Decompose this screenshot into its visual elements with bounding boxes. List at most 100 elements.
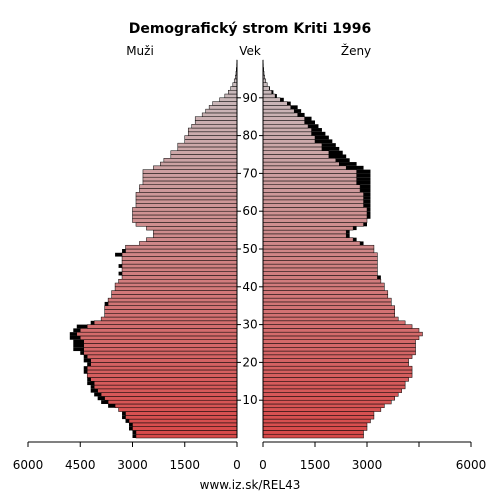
female-bar <box>262 411 375 416</box>
female-surplus-bar <box>269 86 270 91</box>
male-bar <box>142 173 238 178</box>
female-bar <box>262 116 305 121</box>
female-bar <box>262 354 413 359</box>
female-bar <box>262 388 402 393</box>
female-bar <box>262 229 347 235</box>
male-bar <box>146 237 238 242</box>
female-surplus-bar <box>287 101 291 106</box>
male-bar <box>104 313 238 318</box>
male-bar <box>86 365 238 371</box>
female-bar <box>262 275 378 280</box>
male-bar <box>170 150 238 155</box>
male-bar <box>100 392 238 397</box>
female-bar <box>262 328 420 333</box>
male-bar <box>86 324 238 329</box>
female-bar <box>262 154 330 159</box>
female-bar <box>262 267 378 272</box>
female-surplus-bar <box>363 203 371 208</box>
female-bar <box>262 396 395 401</box>
female-bar <box>262 430 364 435</box>
male-surplus-bar <box>108 403 116 408</box>
female-bar <box>262 244 375 250</box>
male-surplus-bar <box>122 415 126 420</box>
male-bar <box>114 286 238 291</box>
male-bar <box>212 101 238 106</box>
male-bar <box>142 176 238 182</box>
female-bar <box>262 226 354 231</box>
female-bar <box>262 218 368 223</box>
female-surplus-bar <box>290 105 298 110</box>
female-bar <box>262 422 368 427</box>
male-bar <box>153 233 238 238</box>
male-surplus-bar <box>90 385 95 389</box>
age-tick-label: 60 <box>242 204 257 218</box>
male-bar <box>232 82 238 87</box>
male-bar <box>83 347 238 352</box>
axes-layer: 10 20 30 40 50 60 70 80 90 6000 4500 3000 1500 0 0 1500… <box>13 60 486 472</box>
male-bar <box>170 154 238 159</box>
female-bar <box>262 320 406 325</box>
male-bar <box>208 105 238 110</box>
male-surplus-bar <box>83 366 88 370</box>
male-bar <box>163 158 238 163</box>
x-tick-label: 3000 <box>352 458 383 472</box>
female-bar <box>262 139 316 144</box>
female-bar <box>262 297 392 303</box>
female-bar <box>262 120 305 125</box>
age-tick-label: 90 <box>242 91 257 105</box>
male-surplus-bar <box>97 396 105 401</box>
female-surplus-bar <box>367 207 371 212</box>
male-bar <box>132 214 238 220</box>
male-bar <box>194 120 238 125</box>
male-bar <box>86 373 238 378</box>
male-bar <box>83 350 238 356</box>
female-surplus-bar <box>360 241 364 246</box>
female-surplus-bar <box>356 180 371 185</box>
male-bar <box>83 343 238 348</box>
female-bar <box>262 316 399 322</box>
female-surplus-bar <box>315 135 329 140</box>
male-bar <box>128 418 238 424</box>
age-tick-label: 20 <box>242 355 257 369</box>
male-bar <box>135 195 238 201</box>
female-bar <box>262 86 270 91</box>
female-bar <box>262 135 316 140</box>
female-bar <box>262 263 378 269</box>
male-bar <box>111 290 238 295</box>
female-surplus-bar <box>321 143 336 147</box>
male-bar <box>135 222 238 227</box>
male-bar <box>125 411 238 416</box>
male-bar <box>135 433 238 439</box>
male-bar <box>121 260 238 265</box>
female-bar <box>262 161 340 167</box>
male-bar <box>139 241 238 246</box>
female-bar <box>262 82 268 87</box>
female-surplus-bar <box>356 177 371 181</box>
female-bar <box>262 260 378 265</box>
male-surplus-bar <box>80 351 84 355</box>
chart-title: Demografický strom Kriti 1996 <box>129 21 372 37</box>
male-bar <box>83 339 238 344</box>
female-surplus-bar <box>328 154 347 159</box>
age-tick-label: 70 <box>242 166 257 180</box>
male-surplus-bar <box>73 343 84 348</box>
female-bar <box>262 339 416 344</box>
male-bar <box>90 377 238 382</box>
female-bar <box>262 97 281 102</box>
male-bar <box>187 131 238 136</box>
male-bar <box>146 226 238 231</box>
female-surplus-bar <box>275 94 277 98</box>
female-surplus-bar <box>360 184 371 189</box>
male-bar <box>125 248 238 254</box>
male-surplus-bar <box>118 271 123 276</box>
male-bar <box>104 396 238 401</box>
male-bar <box>114 282 238 288</box>
male-surplus-bar <box>129 422 133 427</box>
male-bar <box>184 139 238 144</box>
female-surplus-bar <box>321 146 340 151</box>
female-bar <box>262 418 371 424</box>
female-bar <box>262 127 312 133</box>
male-surplus-bar <box>69 335 81 340</box>
female-bar <box>262 373 413 378</box>
female-bar <box>262 105 291 110</box>
